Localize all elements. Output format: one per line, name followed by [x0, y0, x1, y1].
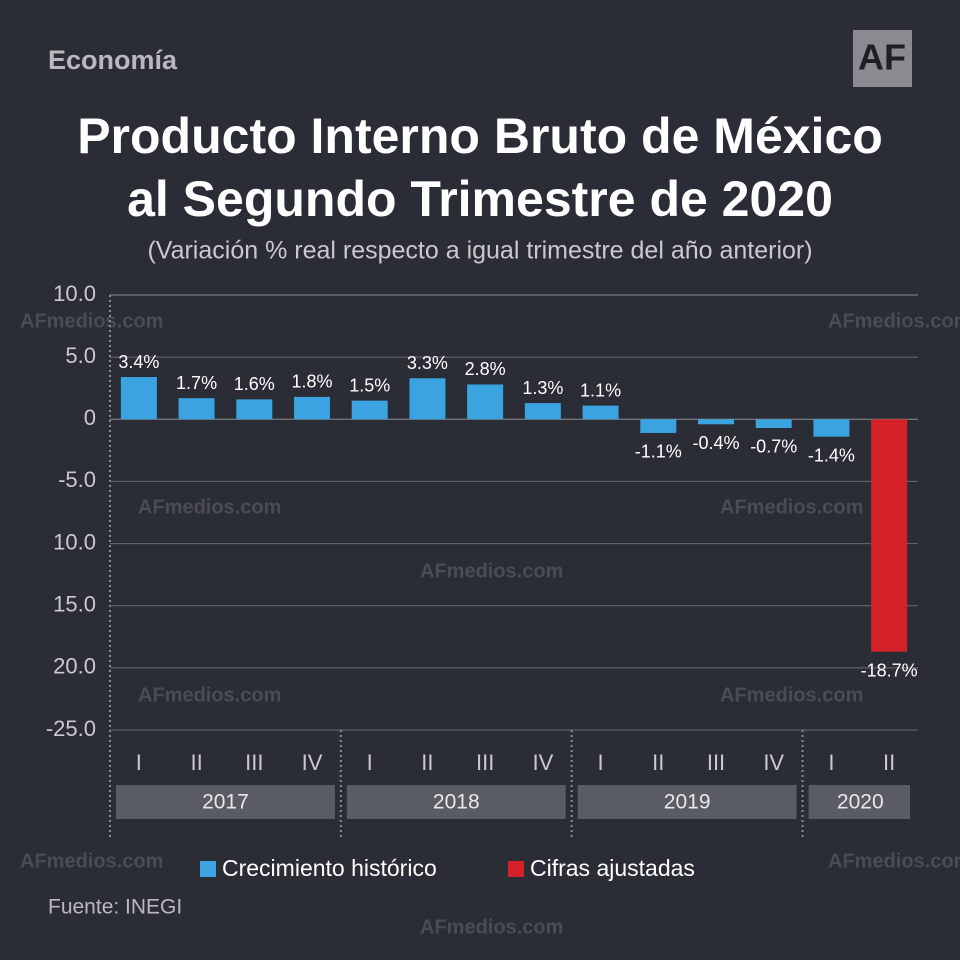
year-label: 2020: [837, 791, 884, 814]
watermark: AFmedios.com: [20, 310, 163, 332]
y-tick-label: 10.0: [53, 529, 96, 554]
bar: [236, 399, 273, 420]
value-label: -18.7%: [861, 660, 918, 680]
chart-title: Producto Interno Bruto de México: [77, 108, 883, 164]
chart-title: al Segundo Trimestre de 2020: [127, 171, 833, 227]
y-tick-label: -25.0: [46, 716, 96, 741]
section-label: Economía: [48, 45, 178, 75]
watermark: AFmedios.com: [720, 684, 863, 706]
bar: [467, 384, 504, 420]
y-tick-label: 10.0: [53, 281, 96, 306]
x-tick-label: I: [136, 750, 142, 775]
y-tick-label: 20.0: [53, 654, 96, 679]
bar: [640, 419, 677, 433]
year-label: 2019: [664, 791, 711, 814]
value-label: 3.3%: [407, 353, 448, 373]
y-tick-label: 0: [84, 405, 96, 430]
year-box: [116, 785, 335, 819]
x-tick-label: IV: [763, 750, 784, 775]
bar: [582, 405, 619, 420]
year-box: [346, 785, 566, 819]
x-tick-label: IV: [302, 750, 323, 775]
y-tick-label: 15.0: [53, 592, 96, 617]
x-tick-label: II: [652, 750, 664, 775]
watermark: AFmedios.com: [20, 850, 163, 872]
year-label: 2017: [202, 791, 249, 814]
value-label: 1.3%: [522, 378, 563, 398]
x-tick-label: III: [245, 750, 263, 775]
value-label: 2.8%: [465, 359, 506, 379]
legend-swatch: [508, 861, 524, 877]
y-tick-label: -5.0: [58, 467, 96, 492]
x-tick-label: II: [190, 750, 202, 775]
x-tick-label: IV: [532, 750, 553, 775]
bar: [813, 419, 850, 437]
value-label: 1.7%: [176, 373, 217, 393]
value-label: -0.4%: [692, 433, 739, 453]
value-label: 1.8%: [291, 372, 332, 392]
value-label: 1.5%: [349, 375, 390, 395]
logo: AF: [858, 37, 906, 78]
logo-box: [853, 30, 912, 87]
legend-label: Cifras ajustadas: [530, 855, 695, 881]
value-label: 1.1%: [580, 380, 621, 400]
bar: [120, 377, 157, 420]
bar: [524, 403, 561, 420]
value-label: 3.4%: [118, 352, 159, 372]
year-box: [808, 785, 910, 819]
x-tick-label: II: [883, 750, 895, 775]
x-tick-label: I: [367, 750, 373, 775]
x-tick-label: III: [707, 750, 725, 775]
x-tick-label: III: [476, 750, 494, 775]
year-box: [577, 785, 797, 819]
value-label: 1.6%: [234, 374, 275, 394]
bar: [351, 400, 388, 420]
source: Fuente: INEGI: [48, 896, 182, 919]
watermark: AFmedios.com: [420, 916, 563, 938]
year-label: 2018: [433, 791, 480, 814]
watermark: AFmedios.com: [138, 496, 281, 518]
x-tick-label: I: [598, 750, 604, 775]
watermark: AFmedios.com: [420, 560, 563, 582]
x-tick-label: II: [421, 750, 433, 775]
watermarks: AFmedios.com AFmedios.com AFmedios.com AFme…: [20, 310, 960, 938]
y-tick-label: 5.0: [65, 343, 96, 368]
bar: [755, 419, 792, 428]
watermark: AFmedios.com: [828, 850, 960, 872]
bar: [409, 378, 446, 420]
value-label: -0.7%: [750, 437, 797, 457]
bar: [294, 396, 330, 420]
bar: [698, 419, 734, 425]
legend-swatch: [200, 861, 216, 877]
x-tick-label: I: [828, 750, 834, 775]
chart-subtitle: (Variación % real respecto a igual trime…: [147, 237, 812, 265]
watermark: AFmedios.com: [828, 310, 960, 332]
legend-label: Crecimiento histórico: [222, 855, 437, 881]
watermark: AFmedios.com: [138, 684, 281, 706]
bar: [178, 398, 215, 420]
value-label: -1.4%: [808, 445, 855, 465]
bar: [871, 419, 908, 652]
value-label: -1.1%: [635, 442, 682, 462]
watermark: AFmedios.com: [720, 496, 863, 518]
